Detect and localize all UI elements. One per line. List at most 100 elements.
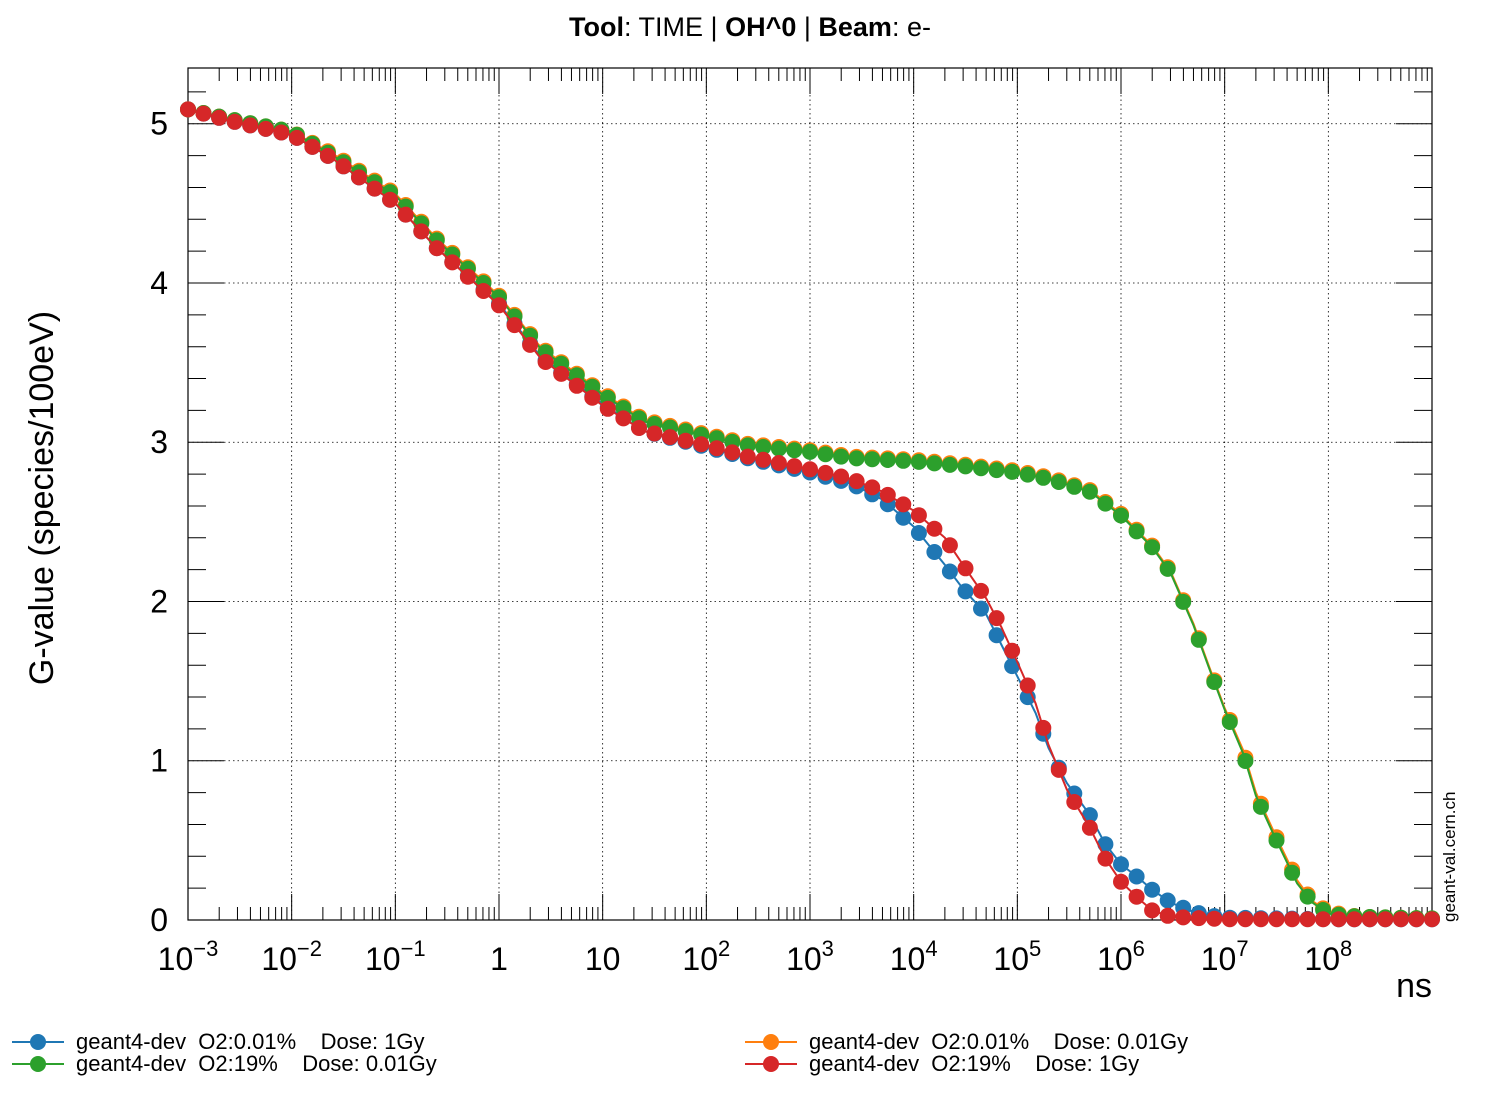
data-point [1081, 483, 1098, 500]
data-point [817, 446, 834, 463]
data-point [1004, 642, 1021, 659]
data-point [1050, 474, 1067, 490]
legend-label: geant4-dev O2:19% Dose: 0.01Gy [76, 1051, 437, 1076]
data-point [397, 206, 414, 223]
data-point [1392, 911, 1409, 928]
data-point [1050, 761, 1067, 778]
data-point [802, 443, 818, 460]
data-point [1081, 819, 1098, 836]
title-separator: | [796, 12, 818, 42]
legend-label: geant4-dev O2:19% Dose: 1Gy [809, 1051, 1139, 1076]
chart-title: Tool: TIME | OH^0 | Beam: e- [569, 12, 931, 42]
data-point [242, 117, 259, 134]
data-point [615, 410, 632, 427]
data-point [708, 440, 725, 457]
data-point [1424, 911, 1440, 928]
data-point [1284, 911, 1301, 928]
data-point [833, 448, 850, 465]
y-tick-label: 5 [150, 106, 168, 142]
data-point [864, 451, 881, 468]
data-point [786, 442, 803, 459]
title-beam-value: : e- [892, 12, 931, 42]
data-point [1408, 911, 1425, 928]
data-point [786, 458, 803, 475]
data-point [739, 448, 756, 465]
data-point [1237, 753, 1254, 769]
data-point [973, 600, 989, 617]
data-point [1237, 911, 1254, 928]
data-point [755, 451, 772, 468]
data-point [988, 462, 1005, 479]
data-point [1097, 495, 1114, 512]
y-tick-label: 1 [150, 743, 168, 779]
x-tick-label: 1 [490, 941, 508, 977]
data-point [1019, 677, 1036, 694]
data-point [506, 317, 523, 334]
data-point [211, 109, 228, 126]
axes: 10−3 10−2 10−1 1 10 102 103 104 105 106 107 108 0 1 2 3… [150, 67, 1433, 977]
legend: geant4-dev O2:0.01% Dose: 1Gy geant4-dev … [12, 1029, 1188, 1076]
data-point [1144, 881, 1161, 898]
data-point [1268, 911, 1285, 928]
data-point [895, 496, 912, 513]
data-point [351, 169, 367, 186]
data-point [926, 544, 943, 560]
data-point [1144, 902, 1161, 919]
data-point [195, 105, 212, 122]
data-point [599, 400, 616, 417]
legend-entry: geant4-dev O2:19% Dose: 1Gy [745, 1051, 1139, 1076]
data-point [1035, 719, 1052, 736]
data-point [1252, 798, 1269, 815]
data-point [957, 458, 974, 475]
series-4 [180, 101, 1440, 928]
data-point [1144, 539, 1161, 556]
title-beam-key: Beam [818, 12, 892, 42]
data-point [848, 450, 865, 467]
data-point [1361, 911, 1378, 928]
data-point [1190, 631, 1207, 648]
legend-marker [30, 1056, 46, 1072]
data-point [1159, 907, 1176, 924]
data-point [537, 354, 554, 370]
legend-marker [30, 1034, 46, 1050]
data-point [522, 336, 539, 353]
data-point [879, 452, 896, 468]
data-point [1097, 850, 1114, 867]
y-tick-label: 2 [150, 583, 168, 619]
data-point [848, 473, 865, 490]
data-point [941, 537, 958, 554]
title-tool-value: : TIME | [624, 12, 725, 42]
title-species: OH^0 [725, 12, 796, 42]
data-point [273, 124, 290, 141]
legend-entry: geant4-dev O2:0.01% Dose: 0.01Gy [745, 1029, 1188, 1054]
data-point [817, 464, 834, 481]
data-point [895, 509, 912, 526]
x-tick-label: 10−3 [158, 936, 219, 977]
x-tick-label: 104 [890, 936, 938, 977]
x-tick-label: 10 [585, 941, 621, 977]
data-point [444, 254, 461, 271]
data-point [1377, 911, 1394, 928]
data-point [1159, 560, 1176, 577]
data-point [926, 520, 943, 537]
data-point [1128, 868, 1145, 885]
data-point [1299, 911, 1316, 928]
data-point [973, 582, 989, 599]
data-point [1268, 832, 1285, 849]
data-point [1252, 911, 1269, 928]
data-point [833, 468, 850, 485]
data-point [1019, 466, 1036, 483]
data-point [988, 610, 1005, 627]
data-point [366, 180, 383, 197]
data-point [1113, 507, 1129, 524]
data-point [910, 525, 927, 541]
data-point [677, 432, 694, 449]
data-point [568, 377, 585, 394]
data-point [491, 297, 507, 314]
data-point [739, 437, 756, 454]
data-point [988, 627, 1005, 644]
data-point [1206, 674, 1223, 690]
data-point [413, 223, 430, 240]
data-point [1004, 658, 1021, 675]
data-point [802, 461, 818, 478]
